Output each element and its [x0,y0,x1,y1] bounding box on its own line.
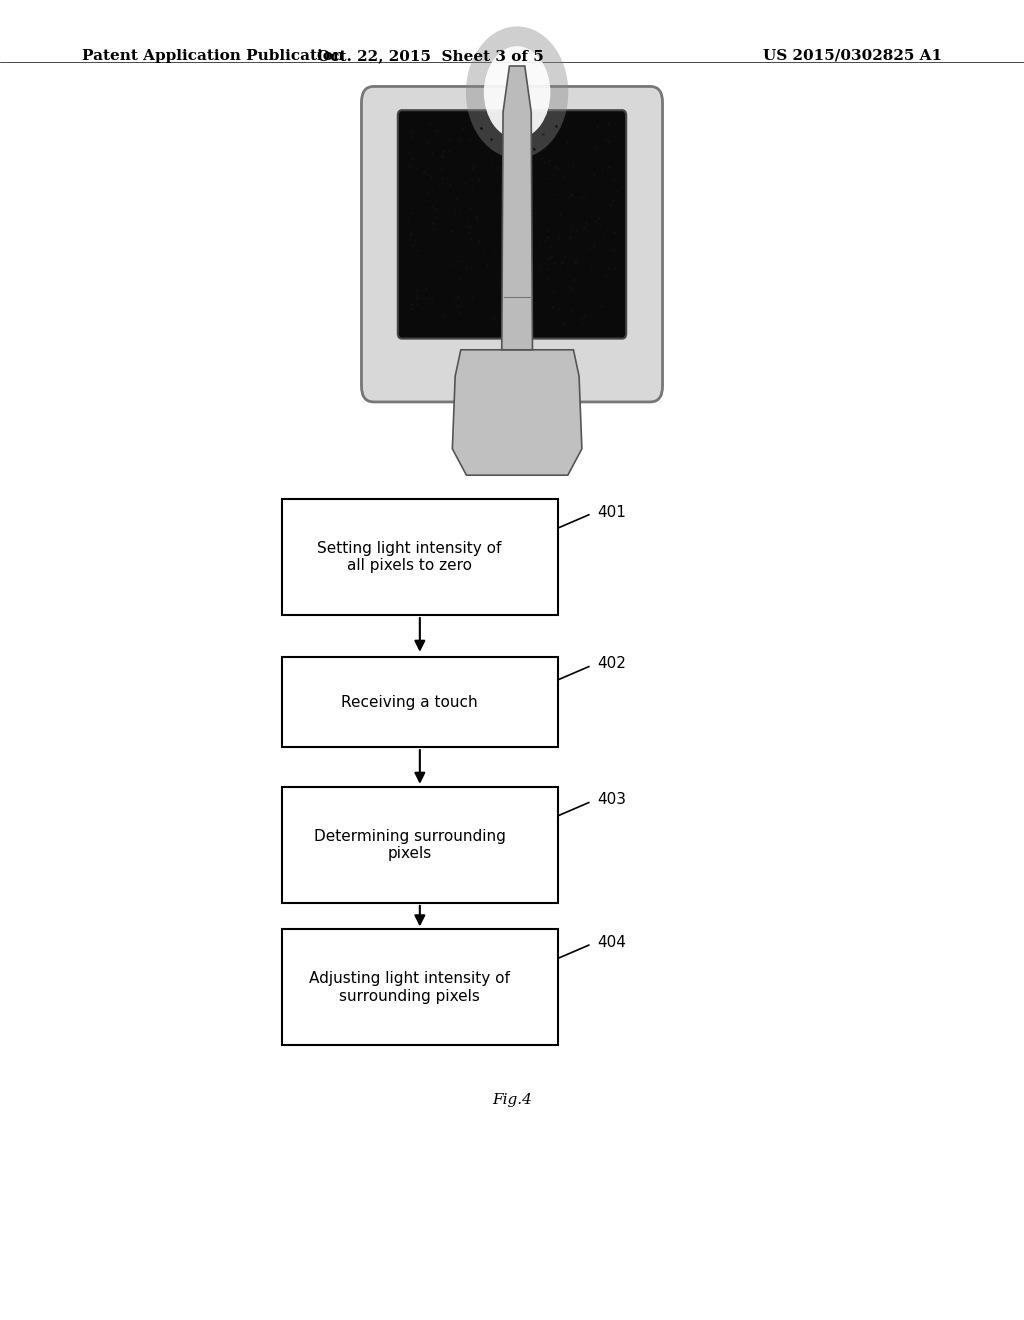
Text: Patent Application Publication: Patent Application Publication [82,49,344,63]
Text: Adjusting light intensity of
surrounding pixels: Adjusting light intensity of surrounding… [309,972,510,1003]
FancyBboxPatch shape [361,87,663,403]
Ellipse shape [466,26,568,158]
Text: Fig.4: Fig.4 [493,1093,531,1107]
Text: 402: 402 [597,656,626,672]
FancyBboxPatch shape [397,111,627,339]
Polygon shape [453,350,582,475]
Text: Setting light intensity of
all pixels to zero: Setting light intensity of all pixels to… [317,541,502,573]
Text: Determining surrounding
pixels: Determining surrounding pixels [313,829,506,861]
Text: 404: 404 [597,935,626,950]
Ellipse shape [484,46,551,139]
Text: 401: 401 [597,504,626,520]
Text: 403: 403 [597,792,626,808]
FancyBboxPatch shape [282,499,558,615]
FancyBboxPatch shape [282,787,558,903]
Text: US 2015/0302825 A1: US 2015/0302825 A1 [763,49,942,63]
Text: Receiving a touch: Receiving a touch [341,694,478,710]
Polygon shape [502,66,532,350]
FancyBboxPatch shape [282,657,558,747]
Text: Fig. 3c: Fig. 3c [485,403,539,417]
FancyBboxPatch shape [282,929,558,1045]
Text: Oct. 22, 2015  Sheet 3 of 5: Oct. 22, 2015 Sheet 3 of 5 [316,49,544,63]
